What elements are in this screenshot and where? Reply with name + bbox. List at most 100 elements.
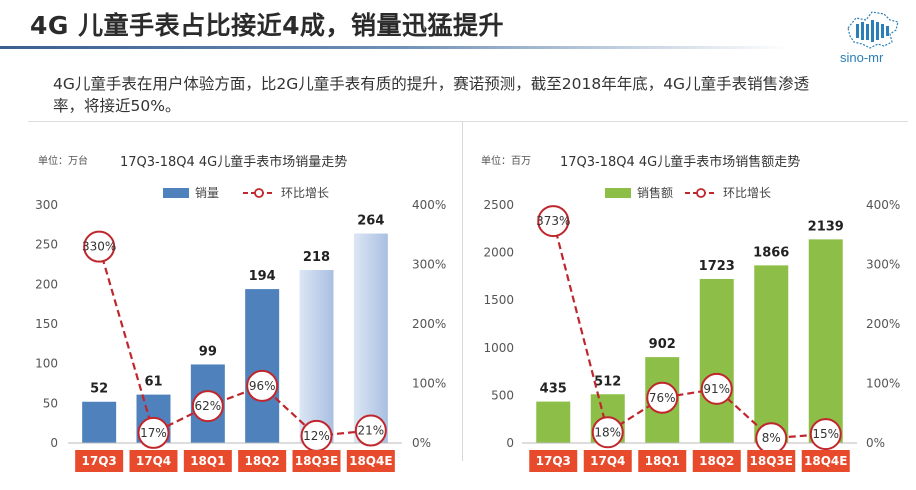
y2-tick-label: 300%: [866, 258, 900, 272]
y-tick-label: 1000: [483, 341, 514, 355]
category-badge: [238, 450, 287, 472]
category-badge: [529, 450, 578, 472]
y2-tick-label: 200%: [866, 317, 900, 331]
growth-value-label: 91%: [703, 382, 730, 396]
growth-value-label: 76%: [649, 391, 676, 405]
y2-tick-label: 100%: [866, 377, 900, 391]
growth-value-label: 18%: [594, 425, 621, 439]
y-tick-label: 2500: [483, 198, 514, 212]
growth-value-label: 373%: [536, 214, 570, 228]
growth-marker: [137, 416, 170, 449]
legend-label-line: 环比增长: [281, 186, 329, 200]
bar-value-label: 512: [594, 374, 621, 389]
category-label: 18Q2: [245, 454, 280, 468]
growth-value-label: 12%: [303, 429, 330, 443]
panel-top-rule: [28, 121, 908, 122]
growth-value-label: 62%: [194, 399, 221, 413]
title-underline: [0, 46, 790, 49]
category-badge: [747, 450, 796, 472]
legend-swatch-bars: [605, 188, 631, 198]
bar-value-label: 218: [303, 250, 330, 265]
category-badge: [129, 450, 178, 472]
category-label: 17Q4: [136, 454, 171, 468]
y-tick-label: 50: [43, 396, 58, 410]
category-label: 18Q1: [190, 454, 225, 468]
y-tick-label: 100: [35, 357, 58, 371]
y2-tick-label: 300%: [412, 258, 446, 272]
bar-value-label: 194: [249, 269, 276, 284]
y-tick-label: 300: [35, 198, 58, 212]
unit-label: 单位：万台: [38, 154, 88, 167]
growth-marker: [646, 381, 679, 414]
category-label: 17Q4: [590, 454, 625, 468]
legend-swatch-bars: [163, 188, 189, 198]
legend-label-bars: 销售额: [637, 185, 673, 200]
growth-marker: [354, 414, 387, 447]
y-tick-label: 0: [506, 436, 514, 450]
growth-value-label: 15%: [812, 427, 839, 441]
unit-label: 单位：百万: [481, 154, 531, 167]
description-text: 4G儿童手表在用户体验方面，比2G儿童手表有质的提升，赛诺预测，截至2018年年…: [53, 75, 810, 115]
bar-value-label: 1723: [699, 259, 735, 274]
category-label: 18Q3E: [750, 454, 793, 468]
category-badge: [583, 450, 632, 472]
bar: [82, 401, 117, 443]
bar-value-label: 2139: [808, 219, 844, 234]
category-label: 18Q4E: [804, 454, 847, 468]
bar-value-label: 902: [649, 337, 676, 352]
y2-tick-label: 100%: [412, 377, 446, 391]
bar-value-label: 435: [540, 382, 567, 397]
legend-label-bars: 销量: [195, 186, 219, 200]
logo-text: sino-mr: [840, 50, 884, 65]
chart-title: 17Q3-18Q4 4G儿童手表市场销售额走势: [560, 154, 800, 170]
bar: [353, 233, 388, 443]
growth-marker: [591, 416, 624, 449]
y2-tick-label: 0%: [866, 436, 885, 450]
growth-value-label: 17%: [140, 426, 167, 440]
growth-marker: [700, 372, 733, 405]
growth-marker: [537, 205, 570, 238]
category-badge: [75, 450, 124, 472]
y-tick-label: 200: [35, 277, 58, 291]
growth-marker: [83, 230, 116, 263]
y2-tick-label: 400%: [412, 198, 446, 212]
category-label: 18Q3E: [295, 454, 338, 468]
bar: [299, 270, 334, 443]
y-tick-label: 1500: [483, 293, 514, 307]
legend-label-line: 环比增长: [723, 186, 771, 200]
category-label: 18Q1: [645, 454, 680, 468]
category-badge: [801, 450, 850, 472]
bar: [699, 278, 734, 443]
category-label: 18Q2: [699, 454, 734, 468]
y2-tick-label: 0%: [412, 436, 431, 450]
category-badge: [346, 450, 395, 472]
category-label: 18Q4E: [349, 454, 392, 468]
growth-value-label: 8%: [762, 431, 781, 445]
legend-marker-line: [696, 188, 706, 198]
growth-marker: [246, 369, 279, 402]
y2-tick-label: 200%: [412, 317, 446, 331]
growth-marker: [191, 390, 224, 423]
category-label: 17Q3: [82, 454, 117, 468]
bar-value-label: 264: [357, 214, 384, 229]
y-tick-label: 500: [491, 388, 514, 402]
category-badge: [292, 450, 341, 472]
chart-title: 17Q3-18Q4 4G儿童手表市场销量走势: [120, 154, 347, 170]
bar-value-label: 1866: [753, 245, 789, 260]
y2-tick-label: 400%: [866, 198, 900, 212]
category-badge: [183, 450, 232, 472]
china-map-logo-icon: [847, 11, 899, 49]
bar-value-label: 52: [90, 382, 108, 397]
bar: [536, 401, 571, 443]
bar-value-label: 61: [144, 375, 162, 390]
bar-value-label: 99: [199, 344, 217, 359]
category-badge: [638, 450, 687, 472]
bar: [245, 289, 280, 443]
growth-value-label: 330%: [82, 240, 116, 254]
y-tick-label: 250: [35, 238, 58, 252]
page-title: 4G 儿童手表占比接近4成，销量迅猛提升: [30, 11, 505, 40]
y-tick-label: 2000: [483, 246, 514, 260]
y-tick-label: 150: [35, 317, 58, 331]
